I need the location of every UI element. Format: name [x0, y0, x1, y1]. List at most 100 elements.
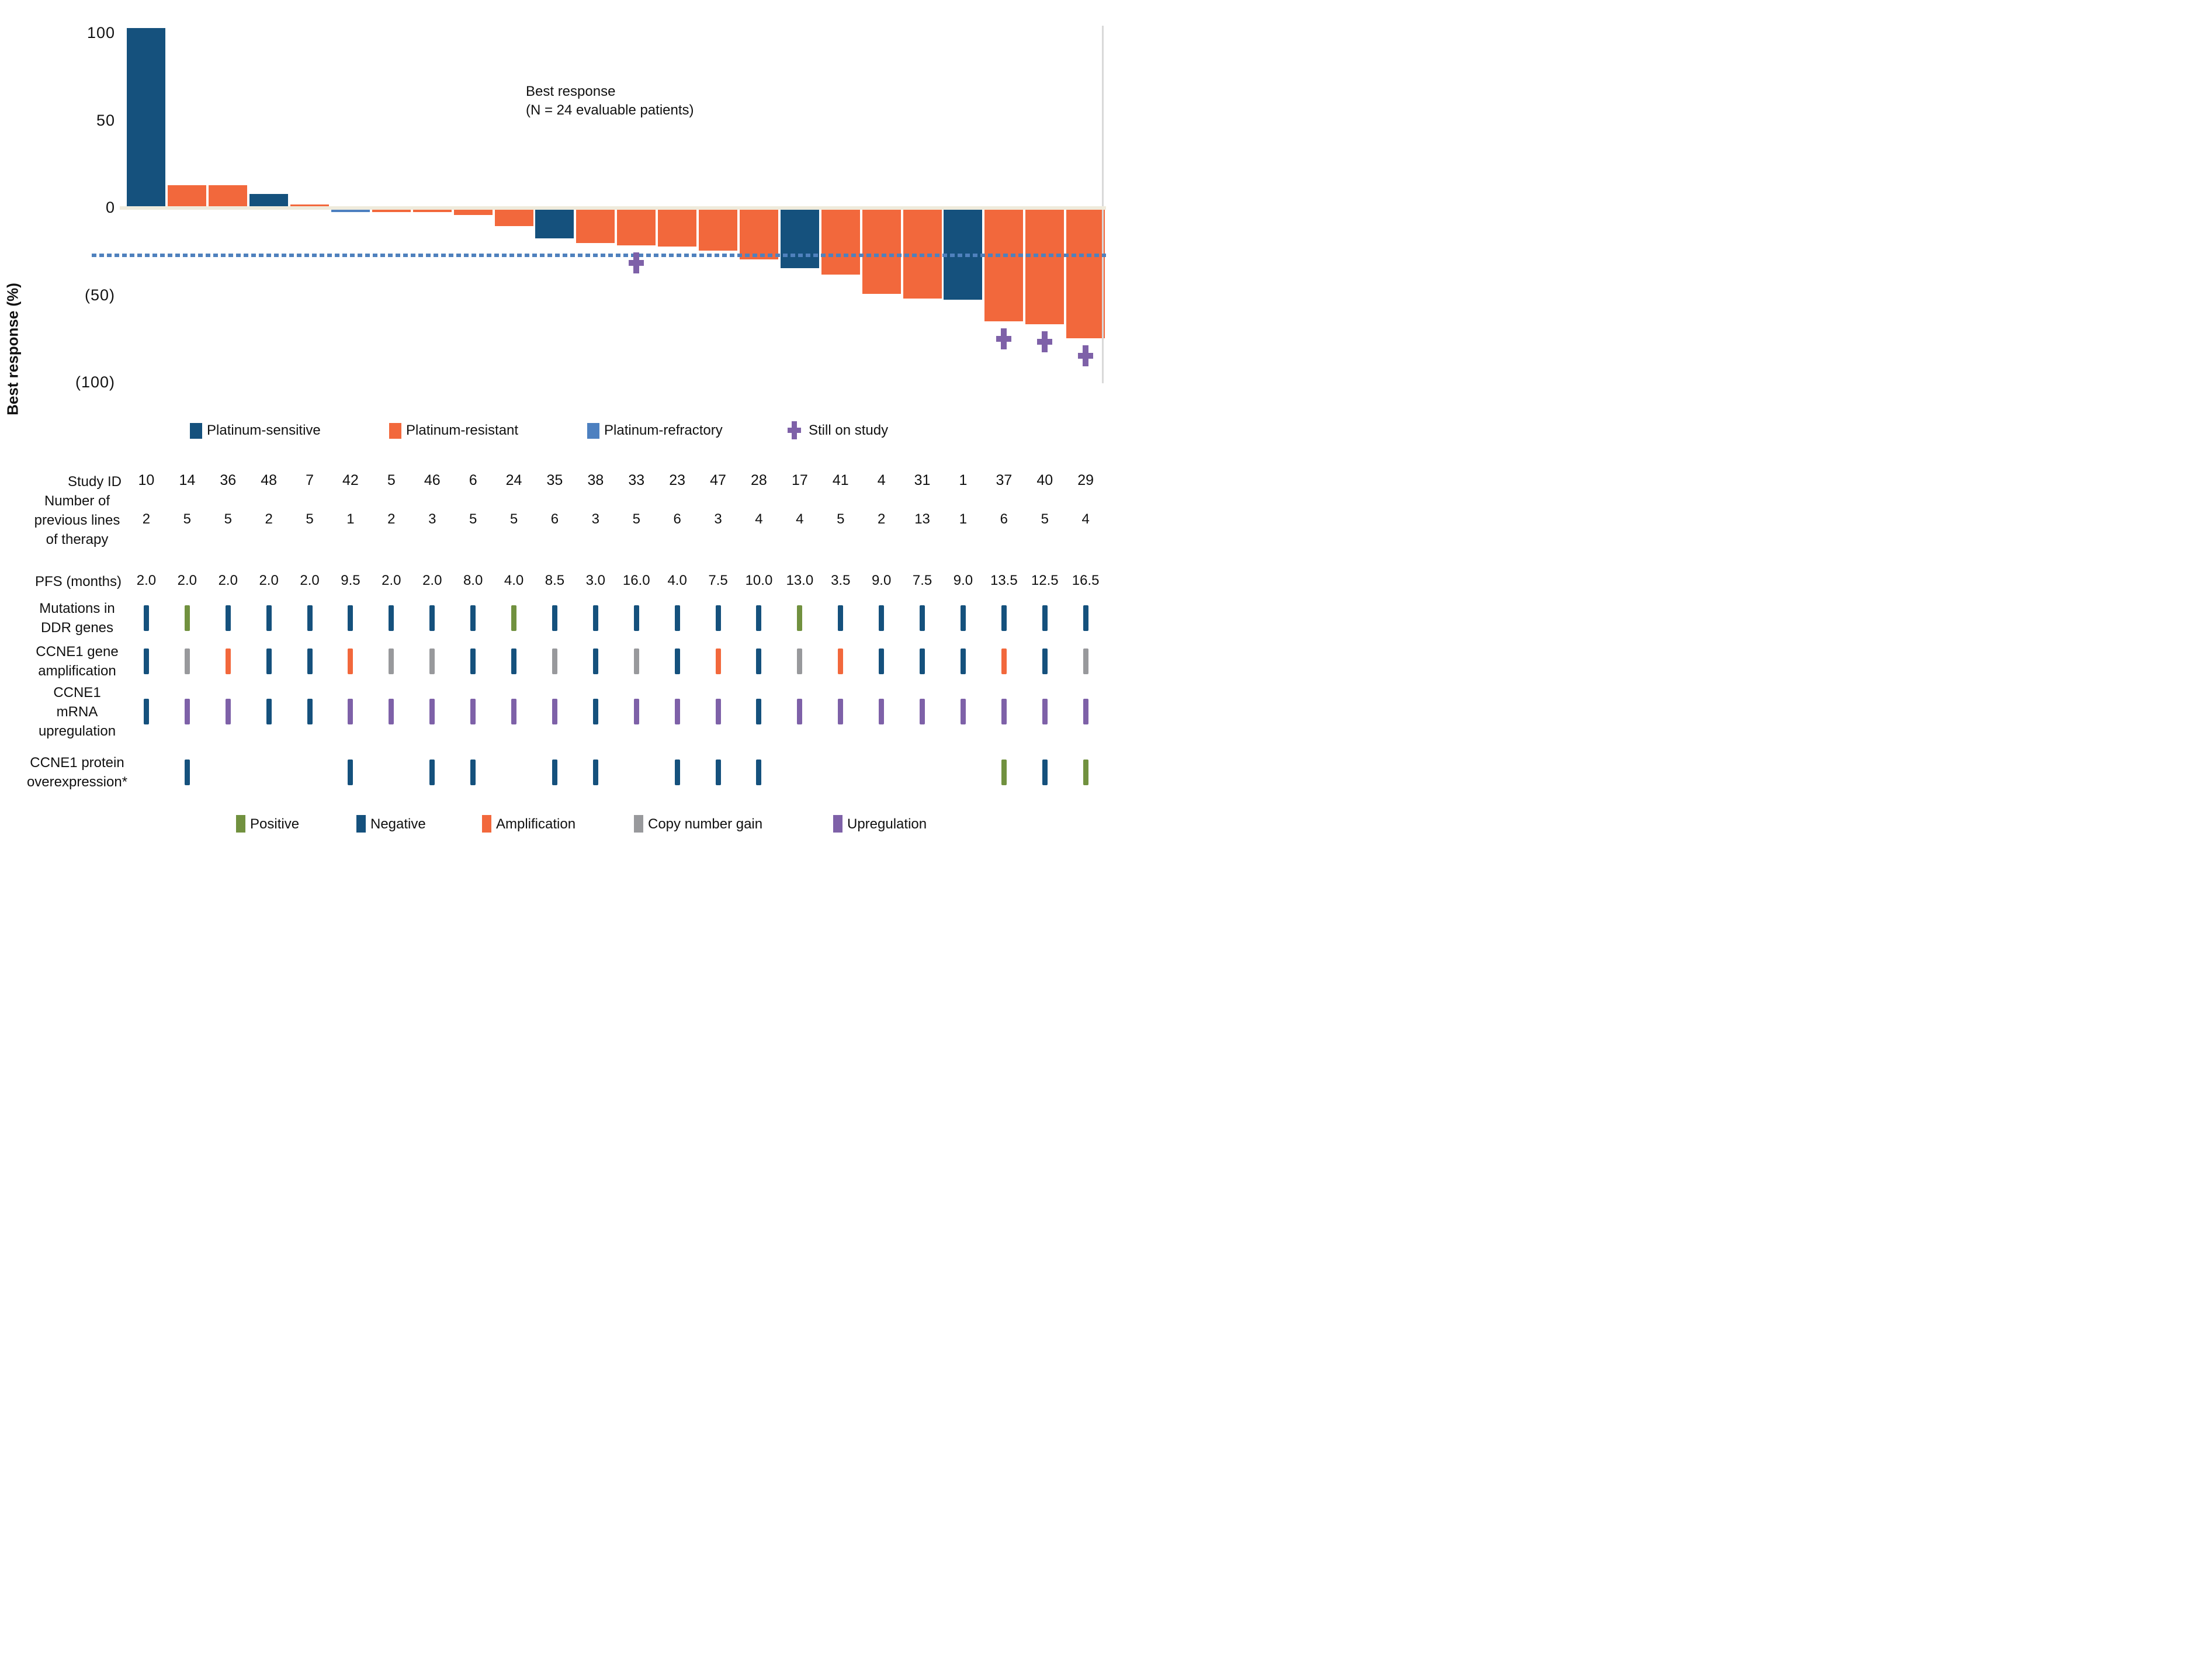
chart-title-line1: Best response [526, 84, 616, 99]
pfs-value: 10.0 [745, 573, 773, 588]
study-id-value: 17 [791, 472, 808, 488]
ccne1-amplification-marker-neg [266, 649, 272, 674]
ddr-marker-pos [797, 605, 803, 631]
ccne1-amplification-marker-gain [1083, 649, 1088, 674]
ddr-marker-neg [225, 605, 231, 631]
ddr-marker-neg [879, 605, 885, 631]
gain-color-chip-icon [634, 815, 643, 833]
study-id-value: 38 [587, 472, 604, 488]
ccne1-amplification-marker-amp [715, 649, 721, 674]
amp-color-chip-icon [482, 815, 491, 833]
bar-study-14 [168, 185, 207, 208]
bar-study-41 [821, 208, 860, 275]
ddr-marker-neg [143, 605, 149, 631]
ccne1-amplification-marker-neg [511, 649, 517, 674]
pfs-value: 16.5 [1072, 573, 1100, 588]
ddr-marker-neg [920, 605, 925, 631]
plus-horizontal [1037, 338, 1053, 345]
ccne1-mrna-marker-up [552, 699, 557, 724]
ccne1-amplification-marker-neg [1042, 649, 1048, 674]
ddr-marker-neg [1042, 605, 1048, 631]
bar-study-48 [249, 194, 289, 208]
prev-lines-value: 6 [1000, 511, 1008, 527]
bar-study-35 [535, 208, 574, 239]
ddr-marker-neg [633, 605, 639, 631]
ccne1-amplification-marker-amp [348, 649, 353, 674]
bar-study-46 [412, 208, 452, 213]
waterfall-figure: Best response (%) 100 50 0 (50) (100) Best r… [0, 0, 1106, 838]
row-header-line: amplification [38, 663, 116, 679]
pfs-value: 8.5 [545, 573, 565, 588]
ccne1-mrna-marker-up [1042, 699, 1048, 724]
pfs-value: 2.0 [382, 573, 401, 588]
pfs-value: 2.0 [422, 573, 442, 588]
ccne1-protein-marker-neg [674, 760, 680, 785]
bar-study-40 [1025, 208, 1065, 324]
row-header-line: Mutations in [39, 601, 115, 616]
y-tick-label: 0 [105, 199, 115, 216]
legend-label: Negative [370, 816, 426, 832]
y-tick-label: (50) [84, 286, 115, 304]
ccne1-protein-marker-neg [348, 760, 353, 785]
study-id-value: 41 [832, 472, 849, 488]
ccne1-mrna-marker-up [184, 699, 190, 724]
row-header-line: of therapy [46, 532, 109, 547]
study-id-value: 47 [710, 472, 726, 488]
bar-study-37 [984, 208, 1024, 322]
pfs-value: 7.5 [708, 573, 728, 588]
study-id-value: 36 [220, 472, 237, 488]
row-header-line: overexpression* [26, 774, 128, 790]
plot-right-border [1102, 26, 1104, 383]
bar-study-17 [780, 208, 819, 269]
ccne1-amplification-marker-neg [143, 649, 149, 674]
legend-label: Copy number gain [648, 816, 763, 832]
prev-lines-value: 4 [1081, 511, 1090, 527]
row-header-previous_lines: Number of previous lines of therapy [0, 491, 154, 549]
refractory-color-chip-icon [587, 423, 599, 439]
resistant-color-chip-icon [389, 423, 401, 439]
ccne1-amplification-marker-neg [960, 649, 966, 674]
ccne1-amplification-marker-neg [470, 649, 476, 674]
legend-label: Platinum-resistant [406, 422, 519, 438]
study-id-value: 37 [996, 472, 1013, 488]
ccne1-mrna-marker-neg [756, 699, 762, 724]
ccne1-mrna-marker-up [920, 699, 925, 724]
prev-lines-value: 13 [914, 511, 930, 527]
row-header-ddr_genes: Mutations in DDR genes [0, 599, 154, 637]
ddr-marker-neg [592, 605, 598, 631]
prev-lines-value: 5 [837, 511, 845, 527]
pfs-value: 3.5 [831, 573, 851, 588]
pfs-value: 2.0 [218, 573, 238, 588]
prev-lines-value: 5 [509, 511, 518, 527]
prev-lines-value: 4 [755, 511, 763, 527]
ccne1-amplification-marker-gain [389, 649, 394, 674]
y-tick-label: 50 [96, 111, 115, 129]
study-id-value: 46 [424, 472, 441, 488]
ddr-marker-neg [756, 605, 762, 631]
pfs-value: 13.0 [786, 573, 814, 588]
row-header-line: CCNE1 gene [36, 644, 119, 660]
ccne1-amplification-marker-neg [674, 649, 680, 674]
pfs-value: 13.5 [990, 573, 1018, 588]
row-header-study_id: Study ID [0, 472, 122, 491]
ccne1-mrna-marker-up [838, 699, 844, 724]
chart-title-line2: (N = 24 evaluable patients) [526, 102, 694, 118]
ccne1-protein-marker-pos [1083, 760, 1088, 785]
pfs-value: 9.0 [953, 573, 973, 588]
sensitive-color-chip-icon [190, 423, 202, 439]
ccne1-mrna-marker-up [674, 699, 680, 724]
prev-lines-value: 2 [142, 511, 151, 527]
y-tick-label: 100 [86, 24, 115, 41]
bar-study-28 [739, 208, 778, 260]
ddr-marker-pos [184, 605, 190, 631]
ccne1-mrna-marker-neg [592, 699, 598, 724]
bar-study-23 [658, 208, 697, 247]
bar-study-6 [453, 208, 493, 215]
ddr-marker-neg [715, 605, 721, 631]
row-header-line: upregulation [38, 723, 116, 739]
ccne1-mrna-marker-up [1083, 699, 1088, 724]
study-id-value: 48 [261, 472, 278, 488]
study-id-value: 24 [505, 472, 522, 488]
ccne1-mrna-marker-up [715, 699, 721, 724]
ccne1-protein-marker-neg [470, 760, 476, 785]
